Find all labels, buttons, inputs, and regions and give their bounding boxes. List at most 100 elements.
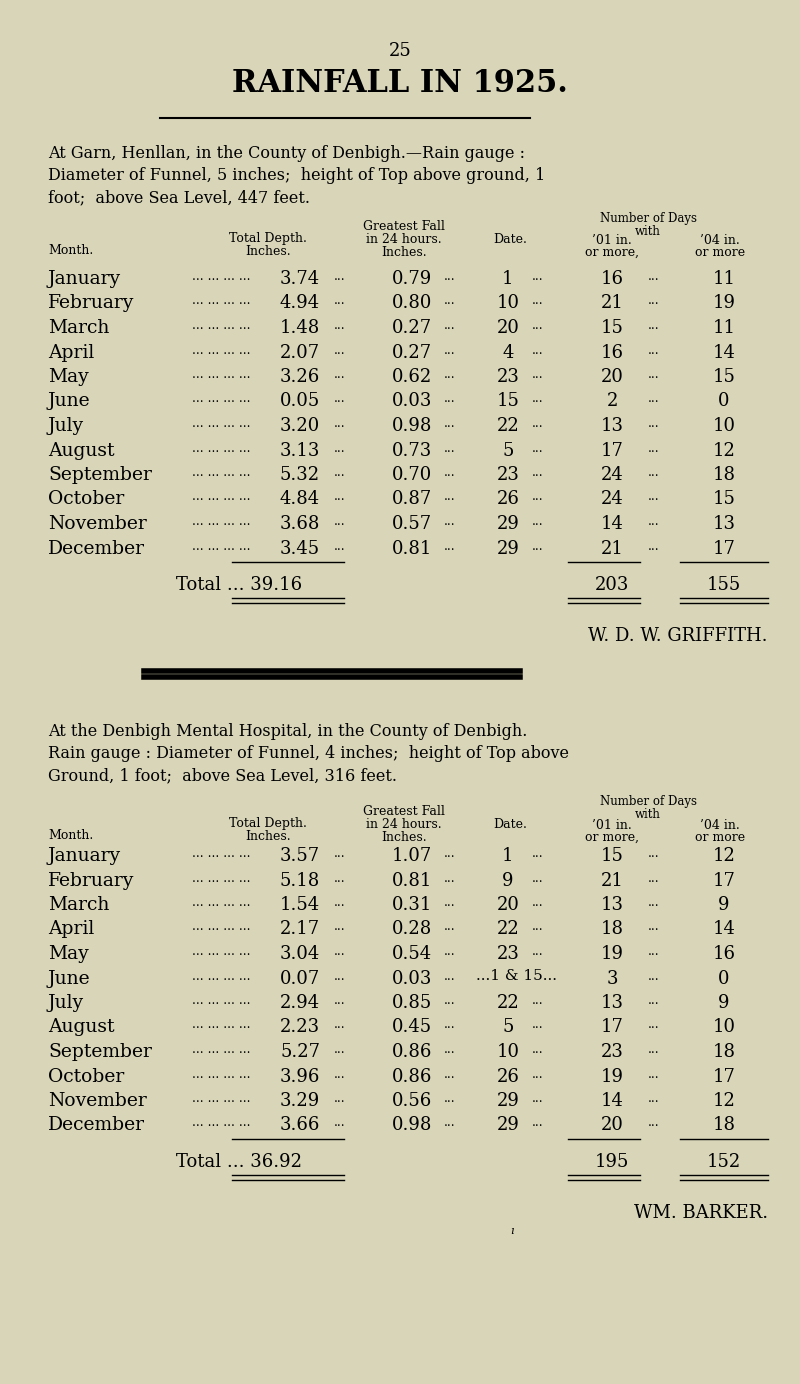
Text: ...: ... [648,872,660,884]
Text: 5.18: 5.18 [280,872,320,890]
Text: ...: ... [532,920,544,933]
Text: 16: 16 [601,270,623,288]
Text: ... ... ... ...: ... ... ... ... [192,540,250,552]
Text: Greatest Fall: Greatest Fall [363,805,445,818]
Text: 23: 23 [601,1044,623,1062]
Text: July: July [48,994,84,1012]
Text: 24: 24 [601,490,623,508]
Text: ...: ... [334,1067,346,1081]
Text: ... ... ... ...: ... ... ... ... [192,393,250,406]
Text: ...: ... [532,1044,544,1056]
Text: 29: 29 [497,1092,519,1110]
Text: 3.96: 3.96 [280,1067,320,1085]
Text: January: January [48,270,121,288]
Text: 21: 21 [601,295,623,313]
Text: ... ... ... ...: ... ... ... ... [192,270,250,282]
Text: 0: 0 [718,970,730,988]
Text: Number of Days: Number of Days [599,794,697,808]
Text: ...: ... [334,393,346,406]
Text: ...: ... [648,1117,660,1129]
Text: ...: ... [444,945,456,958]
Text: ...: ... [444,417,456,430]
Text: foot;  above Sea Level, 447 feet.: foot; above Sea Level, 447 feet. [48,190,310,206]
Text: 9: 9 [718,895,730,913]
Text: ...: ... [334,441,346,454]
Text: ...: ... [648,1044,660,1056]
Text: 0.86: 0.86 [392,1067,432,1085]
Text: ... ... ... ...: ... ... ... ... [192,994,250,1008]
Text: 0.45: 0.45 [392,1019,432,1037]
Text: ... ... ... ...: ... ... ... ... [192,945,250,958]
Text: 5.27: 5.27 [280,1044,320,1062]
Text: ...: ... [444,895,456,909]
Text: ...: ... [444,295,456,307]
Text: Total Depth.: Total Depth. [229,817,307,830]
Text: 0.81: 0.81 [392,872,432,890]
Text: ...: ... [334,466,346,479]
Text: 0.31: 0.31 [392,895,432,913]
Text: 0.27: 0.27 [392,318,432,336]
Text: ...: ... [648,490,660,504]
Text: with: with [635,808,661,821]
Text: 13: 13 [601,895,623,913]
Text: in 24 hours.: in 24 hours. [366,818,442,830]
Text: 15: 15 [601,847,623,865]
Text: 10: 10 [497,295,519,313]
Text: ı: ı [510,1226,514,1236]
Text: or more: or more [695,246,745,259]
Text: 10: 10 [497,1044,519,1062]
Text: 29: 29 [497,515,519,533]
Text: Total ... 36.92: Total ... 36.92 [176,1153,302,1171]
Text: May: May [48,945,89,963]
Text: ...: ... [334,1092,346,1104]
Text: 10: 10 [713,1019,735,1037]
Text: ...: ... [334,540,346,552]
Text: ...: ... [532,270,544,282]
Text: 5: 5 [502,1019,514,1037]
Text: 195: 195 [595,1153,629,1171]
Text: 20: 20 [601,1117,623,1135]
Text: December: December [48,540,145,558]
Text: ...: ... [444,318,456,332]
Text: WM. BARKER.: WM. BARKER. [634,1204,768,1222]
Text: ...: ... [648,393,660,406]
Text: 3.57: 3.57 [280,847,320,865]
Text: 9: 9 [502,872,514,890]
Text: ...: ... [334,994,346,1008]
Text: ...: ... [648,540,660,552]
Text: 23: 23 [497,368,519,386]
Text: ... ... ... ...: ... ... ... ... [192,515,250,529]
Text: 0.05: 0.05 [280,393,320,411]
Text: At Garn, Henllan, in the County of Denbigh.—Rain gauge :: At Garn, Henllan, in the County of Denbi… [48,145,525,162]
Text: 5: 5 [502,441,514,459]
Text: 4.94: 4.94 [280,295,320,313]
Text: 13: 13 [713,515,735,533]
Text: ...: ... [532,515,544,529]
Text: 2.07: 2.07 [280,343,320,361]
Text: ...: ... [334,318,346,332]
Text: 22: 22 [497,417,519,435]
Text: ... ... ... ...: ... ... ... ... [192,490,250,504]
Text: ...: ... [532,343,544,357]
Text: Number of Days: Number of Days [599,212,697,226]
Text: 22: 22 [497,920,519,938]
Text: ...: ... [648,441,660,454]
Text: 2.94: 2.94 [280,994,320,1012]
Text: November: November [48,1092,146,1110]
Text: 1.07: 1.07 [392,847,432,865]
Text: ...: ... [444,540,456,552]
Text: ... ... ... ...: ... ... ... ... [192,1019,250,1031]
Text: ...: ... [444,872,456,884]
Text: ...: ... [532,490,544,504]
Text: ... ... ... ...: ... ... ... ... [192,1044,250,1056]
Text: February: February [48,872,134,890]
Text: ...: ... [648,343,660,357]
Text: 0.03: 0.03 [392,970,432,988]
Text: 1: 1 [502,847,514,865]
Text: Diameter of Funnel, 5 inches;  height of Top above ground, 1: Diameter of Funnel, 5 inches; height of … [48,167,546,184]
Text: March: March [48,318,110,336]
Text: ...: ... [444,1044,456,1056]
Text: ... ... ... ...: ... ... ... ... [192,318,250,332]
Text: Date.: Date. [493,818,527,830]
Text: 152: 152 [707,1153,741,1171]
